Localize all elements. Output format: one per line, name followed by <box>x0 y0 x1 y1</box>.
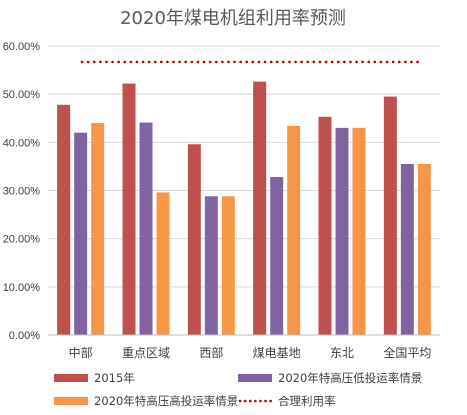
y-tick-label: 40.00% <box>3 137 41 149</box>
bar-series-1 <box>253 81 267 335</box>
legend-label: 合理利用率 <box>278 394 336 408</box>
x-category-label: 西部 <box>199 345 223 360</box>
bar-series-2 <box>204 196 218 335</box>
bar-series-1 <box>383 96 397 335</box>
bar-series-3 <box>221 196 235 335</box>
legend-swatch <box>54 374 88 382</box>
bar-series-3 <box>156 192 170 335</box>
legend-series-3: 2020年特高压高投运率情景 <box>54 394 238 408</box>
bar-series-3 <box>417 164 431 335</box>
legend-series-1: 2015年 <box>54 371 135 385</box>
x-category-label: 全国平均 <box>383 345 431 360</box>
y-tick-label: 0.00% <box>9 330 40 342</box>
bar-series-1 <box>318 116 332 336</box>
x-category-label: 煤电基地 <box>253 346 301 360</box>
legend-label: 2020年特高压高投运率情景 <box>94 394 238 408</box>
bar-series-2 <box>270 177 284 335</box>
bar-series-2 <box>335 127 349 335</box>
x-category-label: 重点区域 <box>122 346 170 360</box>
bar-series-1 <box>122 83 136 335</box>
bar-series-3 <box>352 127 366 335</box>
bar-series-1 <box>187 144 201 335</box>
bar-series-1 <box>57 104 71 335</box>
y-tick-label: 20.00% <box>3 234 41 246</box>
legend-label: 2020年特高压低投运率情景 <box>278 371 422 385</box>
bar-series-3 <box>287 125 301 335</box>
legend-series-2: 2020年特高压低投运率情景 <box>238 371 422 385</box>
bar-series-3 <box>91 123 105 335</box>
y-tick-label: 10.00% <box>3 282 41 294</box>
legend-reference: 合理利用率 <box>238 394 336 408</box>
legend-swatch <box>238 374 272 382</box>
x-category-label: 东北 <box>330 346 354 360</box>
y-tick-label: 50.00% <box>3 89 41 101</box>
y-tick-label: 60.00% <box>3 41 41 53</box>
legend-label: 2015年 <box>94 371 135 385</box>
x-category-label: 中部 <box>69 345 93 360</box>
y-tick-label: 30.00% <box>3 186 41 198</box>
bar-series-2 <box>74 132 88 335</box>
bar-series-2 <box>139 122 153 336</box>
legend-swatch <box>54 397 88 405</box>
bar-series-2 <box>400 164 414 335</box>
chart-title: 2020年煤电机组利用率预测 <box>120 8 346 29</box>
